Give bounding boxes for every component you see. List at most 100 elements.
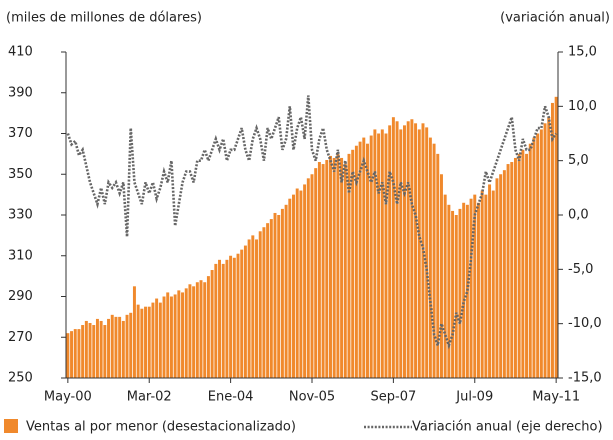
- bar: [425, 127, 429, 378]
- bar: [395, 121, 399, 379]
- bar: [488, 184, 492, 378]
- bar: [81, 325, 85, 378]
- bar: [465, 204, 469, 378]
- bar: [439, 174, 443, 378]
- bar: [314, 168, 318, 378]
- bar: [436, 153, 440, 378]
- bar: [88, 322, 92, 378]
- bar: [84, 320, 88, 378]
- bar: [155, 298, 159, 378]
- bar: [410, 119, 414, 379]
- bar: [332, 157, 336, 378]
- bar: [262, 227, 266, 378]
- bar: [517, 153, 521, 378]
- bar: [373, 129, 377, 378]
- bar: [251, 235, 255, 378]
- bar: [203, 282, 207, 378]
- y2-tick-label: 5,0: [568, 153, 589, 168]
- bar: [550, 102, 554, 378]
- bar: [158, 302, 162, 378]
- x-tick-label: Nov-05: [289, 390, 335, 405]
- bar: [536, 133, 540, 378]
- bar: [284, 204, 288, 378]
- y2-tick-label: 15,0: [568, 45, 597, 60]
- bar: [336, 153, 340, 378]
- bar: [269, 219, 273, 378]
- y-tick-label: 370: [8, 126, 33, 141]
- y2-tick-label: 10,0: [568, 99, 597, 114]
- x-tick-label: Jul-09: [455, 390, 493, 405]
- bar: [443, 194, 447, 378]
- bar: [107, 318, 111, 378]
- bar: [369, 135, 373, 378]
- bar: [306, 178, 310, 378]
- bar: [277, 215, 281, 378]
- bar: [188, 284, 192, 378]
- bar: [391, 117, 395, 378]
- bar: [99, 320, 103, 378]
- bar: [502, 170, 506, 378]
- bar: [218, 259, 221, 378]
- bar: [417, 129, 421, 378]
- bar: [476, 202, 480, 378]
- x-tick-label: May-11: [532, 390, 580, 405]
- bar: [428, 137, 432, 378]
- bar: [454, 215, 458, 378]
- bar: [147, 306, 151, 378]
- bar: [414, 123, 418, 378]
- bar: [95, 318, 99, 378]
- bar: [266, 223, 270, 378]
- bar: [380, 129, 384, 378]
- bar: [173, 294, 177, 378]
- bar: [469, 198, 473, 378]
- y2-tick-label: -15,0: [568, 371, 602, 386]
- bar: [110, 314, 114, 378]
- bar: [136, 304, 140, 378]
- bar: [140, 308, 144, 378]
- bar: [447, 204, 451, 378]
- bar: [462, 202, 466, 378]
- bar: [377, 133, 381, 378]
- y-tick-label: 350: [8, 167, 33, 182]
- bar: [343, 164, 347, 378]
- bar: [206, 276, 210, 378]
- bar: [125, 314, 129, 378]
- bar: [432, 143, 436, 378]
- bar: [299, 190, 303, 378]
- bar: [258, 231, 262, 378]
- x-tick-label: Mar-02: [127, 390, 172, 405]
- bar: [225, 259, 229, 378]
- bar: [354, 145, 358, 378]
- y2-tick-label: -10,0: [568, 316, 602, 331]
- bar: [118, 316, 122, 378]
- bar: [70, 331, 74, 378]
- y-tick-label: 390: [8, 85, 33, 100]
- bar: [255, 239, 258, 378]
- bar: [73, 329, 77, 378]
- bar: [528, 143, 532, 378]
- bar: [132, 286, 136, 378]
- bar: [495, 178, 499, 378]
- legend-label: Variación anual (eje derecho): [412, 420, 603, 435]
- y-tick-label: 290: [8, 289, 33, 304]
- bar: [388, 125, 392, 378]
- bar: [184, 288, 188, 378]
- bar: [103, 325, 107, 378]
- bar: [340, 157, 344, 378]
- bar: [480, 190, 484, 378]
- legend-swatch: [4, 419, 18, 433]
- bar: [247, 239, 251, 378]
- bar: [310, 174, 314, 378]
- bar: [214, 263, 218, 378]
- bar: [317, 162, 321, 378]
- bar: [473, 194, 477, 378]
- bar: [554, 96, 558, 378]
- bar: [547, 117, 551, 378]
- y-tick-label: 270: [8, 330, 33, 345]
- bar: [121, 320, 125, 378]
- y2-tick-label: -5,0: [568, 262, 593, 277]
- bar: [513, 157, 517, 378]
- bar: [525, 153, 529, 378]
- bar: [229, 255, 233, 378]
- bar: [240, 249, 244, 378]
